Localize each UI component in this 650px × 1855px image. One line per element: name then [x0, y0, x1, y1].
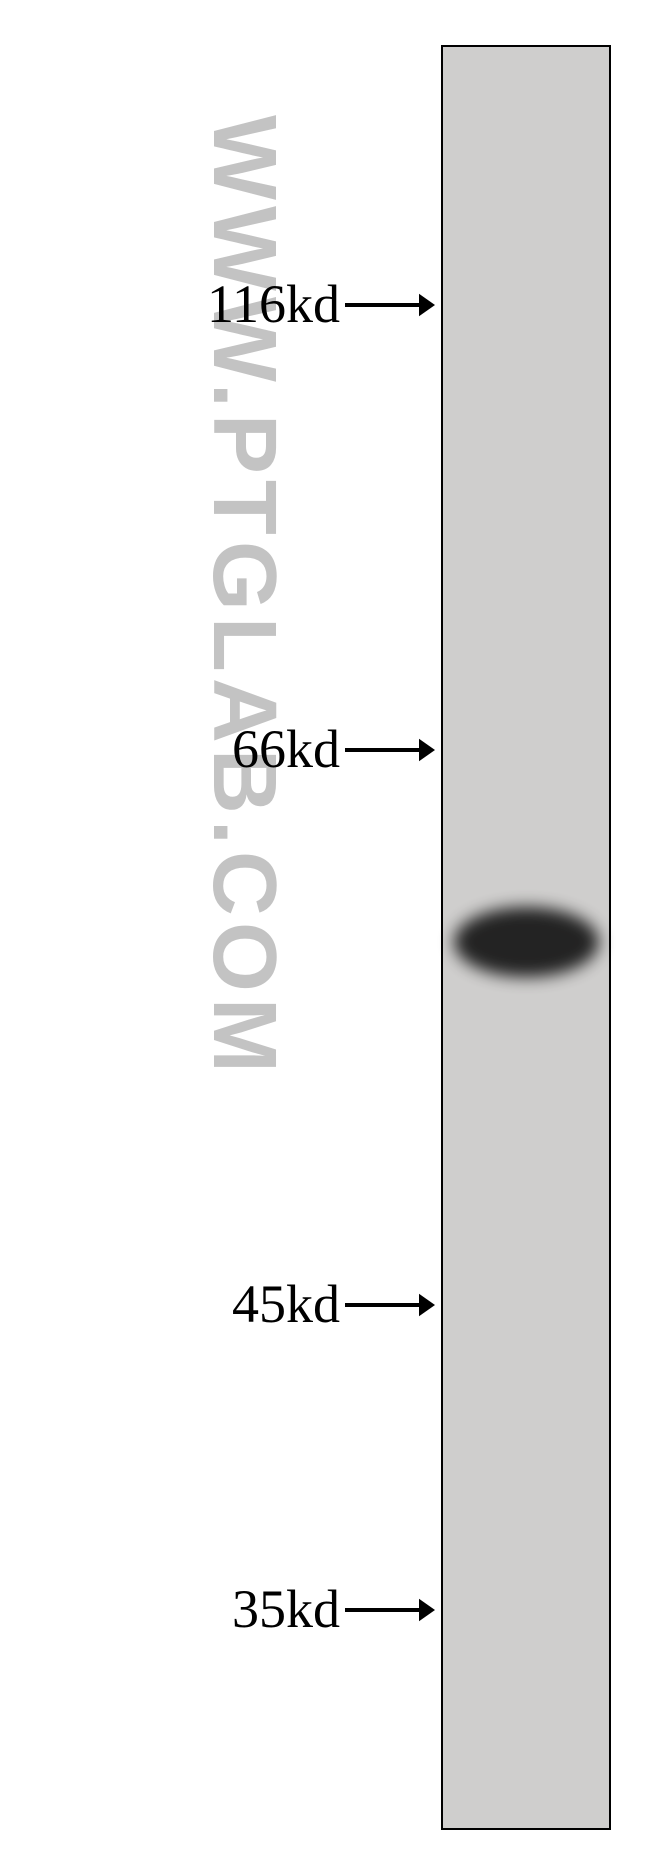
marker-label-116kd: 116kd	[0, 273, 340, 335]
protein-band	[454, 907, 599, 977]
marker-label-66kd: 66kd	[0, 718, 340, 780]
marker-label-45kd: 45kd	[0, 1273, 340, 1335]
marker-label-35kd: 35kd	[0, 1578, 340, 1640]
marker-arrow-35kd	[345, 1590, 435, 1630]
blot-figure: WWW.PTGLAB.COM 116kd 66kd 45kd 35kd	[0, 0, 650, 1855]
marker-arrow-66kd	[345, 730, 435, 770]
gel-lane	[441, 45, 611, 1830]
watermark-text: WWW.PTGLAB.COM	[192, 115, 295, 1079]
marker-arrow-116kd	[345, 285, 435, 325]
marker-arrow-45kd	[345, 1285, 435, 1325]
